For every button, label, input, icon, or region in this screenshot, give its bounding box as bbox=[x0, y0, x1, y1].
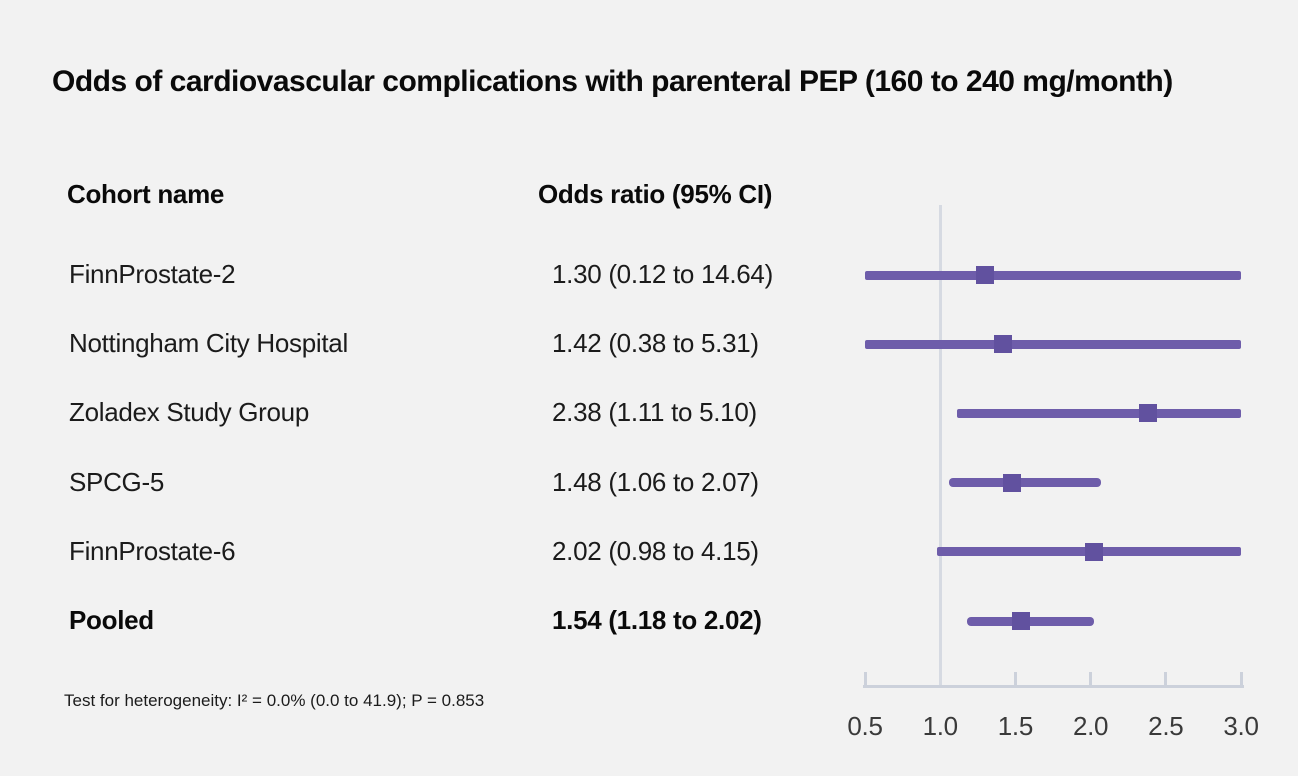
x-axis-tick bbox=[1164, 672, 1168, 685]
or-marker bbox=[1138, 404, 1157, 423]
cohort-name: Zoladex Study Group bbox=[69, 397, 309, 428]
col-header-cohort-name: Cohort name bbox=[67, 179, 225, 209]
x-axis-tick-label: 3.0 bbox=[1223, 711, 1259, 741]
cohort-name: Nottingham City Hospital bbox=[69, 328, 348, 359]
ci-line bbox=[865, 270, 1241, 280]
or-marker bbox=[1012, 612, 1031, 630]
x-axis-line bbox=[863, 685, 1244, 688]
x-axis-tick-label: 2.5 bbox=[1148, 711, 1184, 741]
col-header-odds-ratio: Odds ratio (95% CI) bbox=[538, 179, 773, 209]
x-axis-tick-label: 1.5 bbox=[997, 711, 1034, 741]
or-marker bbox=[1084, 542, 1103, 561]
or-marker bbox=[994, 335, 1013, 354]
or-value: 2.02 (0.98 to 4.15) bbox=[552, 535, 759, 566]
reference-line bbox=[938, 205, 942, 688]
or-marker bbox=[976, 266, 995, 284]
x-axis-tick-label: 2.0 bbox=[1072, 711, 1109, 741]
or-value: 1.48 (1.06 to 2.07) bbox=[552, 466, 759, 497]
cohort-name: FinnProstate-6 bbox=[69, 535, 236, 566]
cohort-name: SPCG-5 bbox=[69, 466, 165, 497]
x-axis-tick bbox=[1239, 672, 1243, 685]
cohort-name: Pooled bbox=[69, 605, 154, 635]
cohort-name: FinnProstate-2 bbox=[69, 259, 236, 289]
or-value: 1.54 (1.18 to 2.02) bbox=[552, 605, 762, 635]
x-axis-tick bbox=[863, 672, 867, 685]
x-axis-tick bbox=[1013, 672, 1017, 685]
ci-line bbox=[967, 616, 1094, 626]
figure-title: Odds of cardiovascular complications wit… bbox=[52, 65, 1173, 98]
or-value: 1.30 (0.12 to 14.64) bbox=[552, 259, 773, 289]
ci-line bbox=[956, 408, 1241, 418]
or-marker bbox=[1003, 473, 1022, 492]
x-axis-tick-label: 1.0 bbox=[922, 711, 959, 741]
x-axis-tick bbox=[1089, 672, 1093, 685]
heterogeneity-note: Test for heterogeneity: I² = 0.0% (0.0 t… bbox=[64, 691, 485, 710]
ci-line bbox=[949, 478, 1102, 488]
x-axis-tick-label: 0.5 bbox=[847, 711, 883, 741]
ci-line bbox=[865, 339, 1241, 349]
or-value: 1.42 (0.38 to 5.31) bbox=[552, 328, 759, 359]
or-value: 2.38 (1.11 to 5.10) bbox=[552, 397, 757, 428]
